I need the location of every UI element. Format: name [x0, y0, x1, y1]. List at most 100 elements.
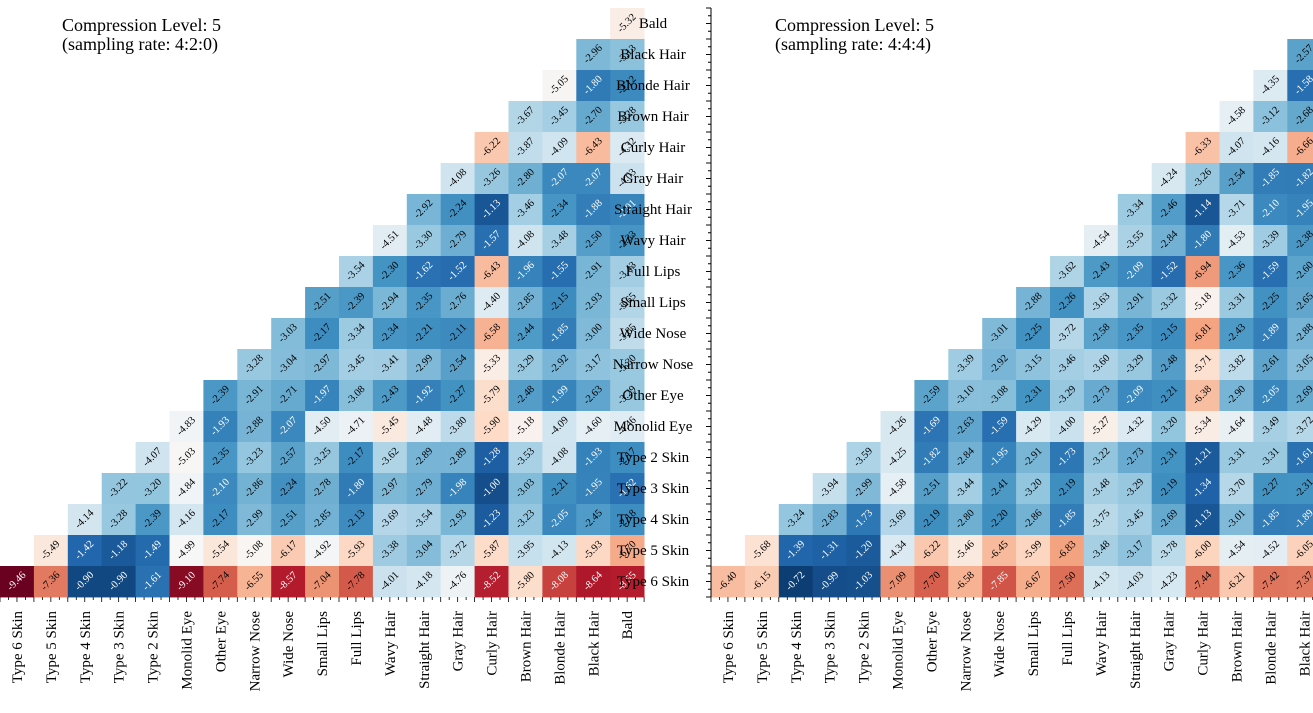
heatmap-cell	[914, 535, 949, 567]
y-tick-label-bald: Bald	[639, 16, 668, 32]
heatmap-cell	[1253, 318, 1288, 350]
heatmap-cell	[372, 349, 408, 381]
heatmap-cell	[1185, 504, 1220, 536]
heatmap-cell	[1083, 504, 1119, 536]
heatmap-cell	[982, 349, 1017, 381]
y-tick-label-monolid-eye: Monolid Eye	[614, 419, 693, 435]
heatmap-cell	[1287, 349, 1313, 381]
heatmap-cell	[1287, 39, 1313, 71]
heatmap-cell	[1016, 442, 1051, 474]
y-tick-label-type-4-skin: Type 4 Skin	[617, 512, 690, 528]
heatmap-cell	[846, 473, 881, 505]
heatmap-cell	[169, 411, 204, 443]
heatmap-cell	[610, 349, 645, 381]
heatmap-cell	[271, 318, 306, 350]
heatmap-cell	[542, 70, 577, 102]
heatmap-cell	[610, 411, 645, 443]
heatmap-cell	[948, 411, 983, 443]
heatmap-cell	[169, 535, 204, 567]
heatmap-cell	[1016, 318, 1051, 350]
heatmap-cell	[1151, 504, 1186, 536]
heatmap-cell	[1117, 411, 1153, 443]
x-tick-label-full-lips: Full Lips	[349, 611, 365, 666]
heatmap-cell	[101, 535, 136, 567]
heatmap-cell	[339, 411, 374, 443]
y-tick-label-type-6-skin: Type 6 Skin	[617, 574, 690, 590]
heatmap-cell	[1219, 504, 1254, 536]
heatmap-cell	[1050, 256, 1085, 288]
heatmap-cell	[474, 504, 509, 536]
heatmap-cell	[339, 566, 374, 598]
heatmap-cell	[305, 535, 340, 567]
y-tick-label-wide-nose: Wide Nose	[620, 326, 687, 342]
x-tick-label-small-lips: Small Lips	[1026, 611, 1042, 677]
heatmap-cell	[237, 504, 272, 536]
heatmap-cell	[1185, 132, 1220, 164]
heatmap-cell	[542, 225, 577, 257]
heatmap-cell	[1151, 566, 1186, 598]
heatmap-cell	[1083, 442, 1119, 474]
heatmap-cell	[1016, 349, 1051, 381]
x-tick-label-straight-hair: Straight Hair	[417, 611, 433, 689]
heatmap-cell	[1083, 380, 1119, 412]
heatmap-cell	[1253, 442, 1288, 474]
heatmap-cell	[1287, 442, 1313, 474]
heatmap-cell	[1287, 473, 1313, 505]
x-tick-label-bald: Bald	[620, 611, 636, 640]
heatmap-cell	[1117, 535, 1153, 567]
heatmap-cell	[542, 349, 577, 381]
heatmap-cell	[542, 380, 577, 412]
heatmap-cell	[372, 504, 408, 536]
heatmap-cell	[1219, 163, 1254, 195]
heatmap-cell	[542, 287, 577, 319]
heatmap-cell	[982, 442, 1017, 474]
x-tick-label-black-hair: Black Hair	[586, 611, 602, 676]
heatmap-cell	[1117, 225, 1153, 257]
heatmap-cell	[610, 566, 645, 598]
heatmap-cell	[508, 442, 543, 474]
heatmap-cell	[1287, 132, 1313, 164]
heatmap-cell	[305, 349, 340, 381]
heatmap-cell	[305, 380, 340, 412]
heatmap-cell	[169, 473, 204, 505]
heatmap-cell	[271, 566, 306, 598]
heatmap-cell	[914, 566, 949, 598]
heatmap-cell	[982, 318, 1017, 350]
heatmap-cell	[1117, 566, 1153, 598]
heatmap-cell	[576, 566, 611, 598]
heatmap-cell	[305, 504, 340, 536]
heatmap-cell	[1151, 535, 1186, 567]
heatmap-cell	[169, 504, 204, 536]
heatmap-cell	[203, 473, 238, 505]
heatmap-cell	[271, 504, 306, 536]
x-tick-label-other-eye: Other Eye	[924, 611, 940, 673]
heatmap-cell	[474, 256, 509, 288]
heatmap-cell	[372, 380, 408, 412]
heatmap-cell	[440, 473, 475, 505]
heatmap-cell	[576, 380, 611, 412]
heatmap-cell	[1016, 504, 1051, 536]
heatmap-cell	[372, 535, 408, 567]
heatmap-cell	[1117, 194, 1153, 226]
heatmap-cell	[339, 442, 374, 474]
heatmap-cell	[576, 349, 611, 381]
heatmap-cell	[406, 535, 442, 567]
heatmap-cell	[440, 535, 475, 567]
y-tick-label-brown-hair: Brown Hair	[617, 109, 688, 125]
heatmap-cell	[812, 473, 847, 505]
heatmap-cell	[1219, 535, 1254, 567]
heatmap-cell	[982, 411, 1017, 443]
heatmap-cell	[372, 256, 408, 288]
heatmap-cell	[406, 225, 442, 257]
x-tick-label-full-lips: Full Lips	[1060, 611, 1076, 666]
heatmap-cell	[576, 535, 611, 567]
heatmap-cell	[1117, 256, 1153, 288]
heatmap-cell	[203, 442, 238, 474]
heatmap-cell	[576, 70, 611, 102]
heatmap-cell	[1016, 411, 1051, 443]
heatmap-cell	[610, 504, 645, 536]
heatmap-cell	[914, 380, 949, 412]
heatmap-cell	[508, 535, 543, 567]
heatmap-cell	[440, 566, 475, 598]
